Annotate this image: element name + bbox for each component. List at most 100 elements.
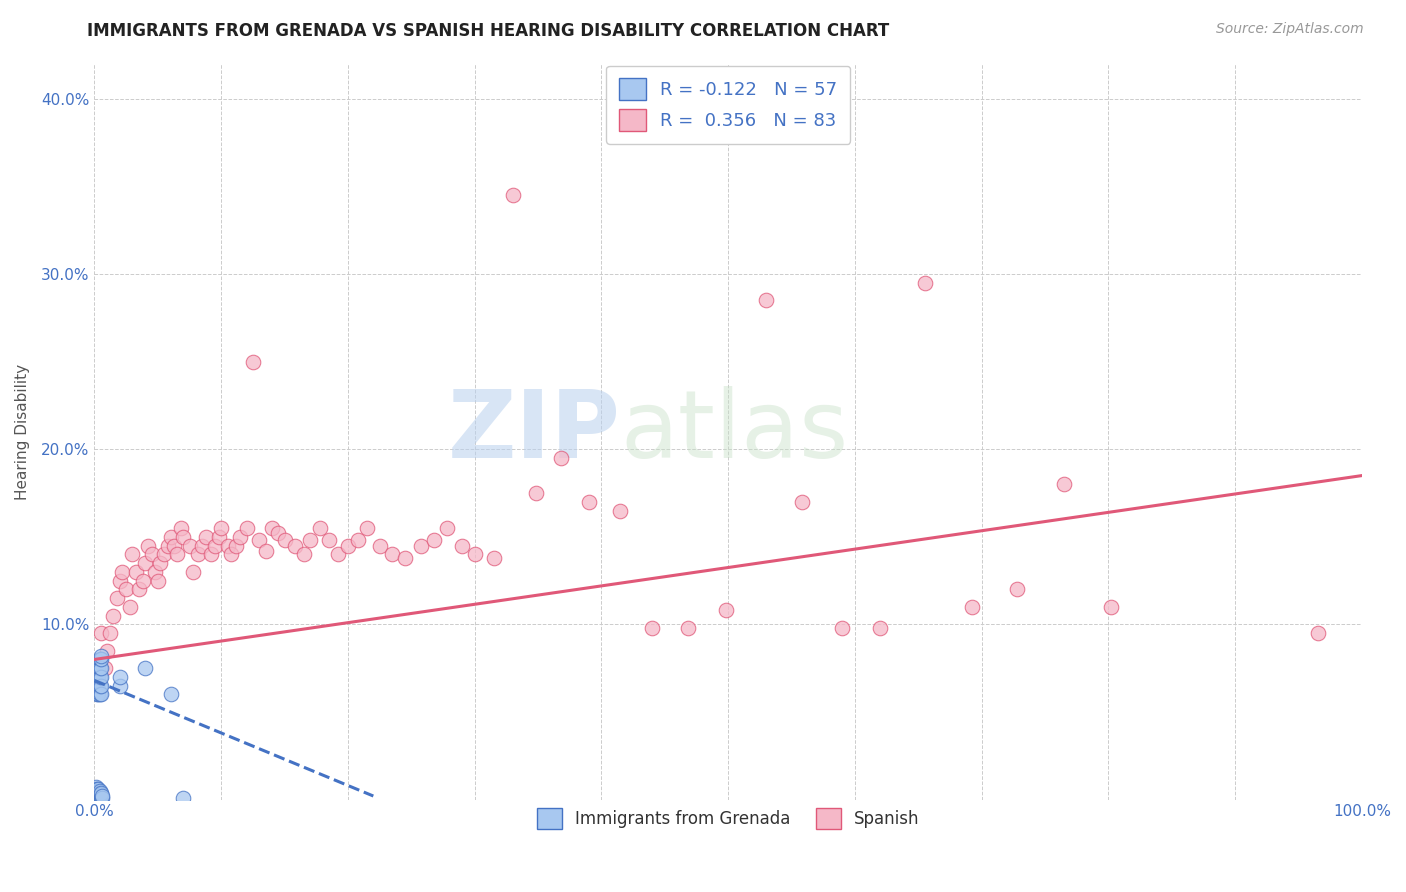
Point [96,643,118,657]
Point [146,574,169,588]
Point [86,784,108,798]
Text: atlas: atlas [620,386,849,478]
Point [90,626,112,640]
Point [464,547,486,561]
Point [1005,582,1028,597]
Point [86,782,108,797]
Point [260,521,283,535]
Point [84,787,107,801]
Point [284,539,307,553]
Point [89,789,111,803]
Point [336,539,359,553]
Point [394,550,416,565]
Point [84,679,107,693]
Point [89,679,111,693]
Point [91,789,114,803]
Point [1099,599,1122,614]
Point [89,652,111,666]
Point [86,785,108,799]
Point [273,533,295,548]
Point [84,670,107,684]
Point [118,599,141,614]
Point [84,789,107,803]
Point [347,533,370,548]
Point [149,556,172,570]
Point [436,521,458,535]
Point [87,661,110,675]
Point [87,789,110,803]
Point [105,591,128,606]
Point [141,547,163,561]
Point [368,539,391,553]
Point [90,648,112,663]
Point [86,787,108,801]
Point [550,451,572,466]
Point [90,661,112,675]
Point [790,495,813,509]
Point [87,688,110,702]
Point [381,547,404,561]
Point [1306,626,1329,640]
Point [89,670,111,684]
Point [292,547,315,561]
Point [87,782,110,797]
Point [108,679,131,693]
Point [90,785,112,799]
Point [229,530,252,544]
Point [267,526,290,541]
Y-axis label: Hearing Disability: Hearing Disability [15,364,30,500]
Point [869,621,891,635]
Point [191,539,214,553]
Point [172,530,194,544]
Point [134,661,156,675]
Point [914,276,936,290]
Point [136,539,159,553]
Point [524,486,547,500]
Point [641,621,664,635]
Point [89,785,111,799]
Point [90,787,112,801]
Point [411,539,433,553]
Point [84,782,107,797]
Point [89,661,111,675]
Point [1053,477,1076,491]
Point [159,530,181,544]
Point [84,784,107,798]
Point [172,790,194,805]
Point [235,521,257,535]
Point [169,521,191,535]
Legend: Immigrants from Grenada, Spanish: Immigrants from Grenada, Spanish [530,802,927,835]
Point [108,574,131,588]
Point [86,679,108,693]
Point [309,521,332,535]
Point [502,188,524,202]
Point [111,565,134,579]
Point [91,790,114,805]
Point [84,780,107,795]
Point [221,547,243,561]
Point [128,582,150,597]
Point [153,547,176,561]
Point [209,521,232,535]
Point [115,582,138,597]
Point [86,688,108,702]
Point [87,785,110,799]
Point [163,539,186,553]
Point [195,530,218,544]
Point [714,603,737,617]
Point [208,530,231,544]
Point [93,661,115,675]
Point [225,539,247,553]
Point [609,503,631,517]
Point [578,495,600,509]
Point [254,544,277,558]
Point [187,547,209,561]
Point [87,679,110,693]
Point [98,626,121,640]
Point [482,550,505,565]
Point [131,574,153,588]
Point [326,547,349,561]
Point [86,789,108,803]
Point [125,565,148,579]
Point [200,547,222,561]
